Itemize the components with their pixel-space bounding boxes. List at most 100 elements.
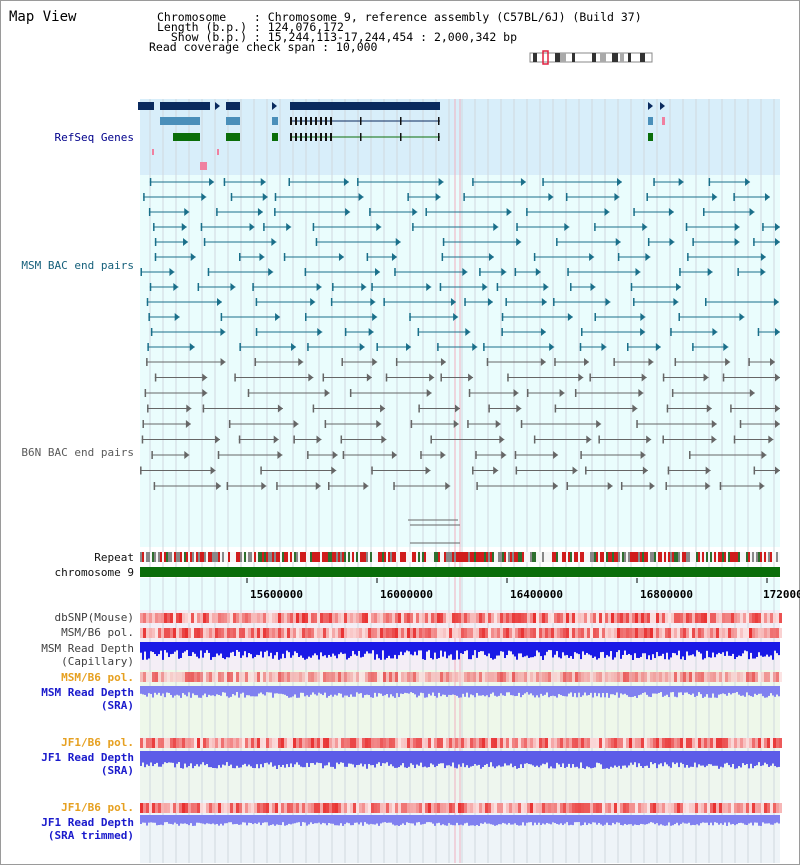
polymorphism-cell: [611, 613, 614, 623]
bac-end: [590, 283, 596, 291]
repeat-block: [740, 552, 742, 562]
read-depth-bar: [718, 642, 720, 653]
polymorphism-cell: [470, 803, 473, 813]
read-depth-bar: [646, 686, 648, 695]
polymorphism-cell: [629, 738, 632, 748]
polymorphism-cell: [179, 613, 182, 623]
repeat-block: [338, 552, 340, 562]
polymorphism-cell: [503, 613, 506, 623]
read-depth-bar: [238, 751, 240, 768]
polymorphism-cell: [590, 613, 593, 623]
polymorphism-cell: [503, 803, 506, 813]
read-depth-bar: [500, 642, 502, 652]
bac-end: [589, 373, 591, 382]
polymorphism-cell: [287, 738, 290, 748]
read-depth-bar: [650, 815, 652, 823]
track-label-msm-bac[interactable]: MSM BAC end pairs: [21, 259, 134, 272]
read-depth-bar: [548, 642, 550, 651]
polymorphism-cell: [164, 613, 167, 623]
polymorphism-cell: [317, 803, 320, 813]
gene-arrow: [648, 102, 653, 110]
read-depth-bar: [372, 642, 374, 651]
polymorphism-cell: [623, 628, 626, 638]
read-depth-bar: [320, 686, 322, 694]
bac-end: [703, 373, 709, 382]
polymorphism-cell: [536, 738, 539, 748]
track-label-refseq[interactable]: RefSeq Genes: [54, 131, 134, 144]
bac-end: [274, 193, 277, 201]
read-depth-bar: [304, 686, 306, 697]
read-depth-bar: [296, 686, 298, 698]
read-depth-bar: [710, 686, 712, 698]
polymorphism-cell: [185, 628, 188, 638]
repeat-block: [274, 552, 276, 562]
repeat-block: [452, 552, 454, 562]
polymorphism-cell: [167, 613, 170, 623]
read-depth-bar: [546, 642, 548, 652]
bac-end: [578, 373, 584, 382]
repeat-block: [568, 552, 570, 562]
polymorphism-cell: [323, 803, 326, 813]
polymorphism-cell: [569, 628, 572, 638]
read-depth-bar: [502, 815, 504, 823]
repeat-block: [328, 552, 330, 562]
read-depth-bar: [762, 751, 764, 766]
polymorphism-cell: [218, 803, 221, 813]
read-depth-bar: [402, 815, 404, 824]
bac-end: [580, 451, 582, 459]
polymorphism-cell: [416, 672, 419, 682]
bac-end: [586, 435, 592, 444]
repeat-block: [370, 552, 372, 562]
read-depth-bar: [424, 686, 426, 698]
repeat-block: [340, 552, 342, 562]
bac-end: [202, 404, 205, 413]
bac-end: [540, 358, 546, 366]
read-depth-bar: [730, 642, 732, 656]
read-depth-bar: [452, 751, 454, 763]
read-depth-bar: [408, 815, 410, 823]
polymorphism-cell: [740, 738, 743, 748]
read-depth-bar: [768, 751, 770, 767]
read-depth-bar: [196, 815, 198, 823]
read-depth-bar: [522, 686, 524, 695]
polymorphism-cell: [731, 803, 734, 813]
polymorphism-cell: [320, 803, 323, 813]
polymorphism-cell: [173, 672, 176, 682]
polymorphism-cell: [455, 738, 458, 748]
polymorphism-cell: [677, 738, 680, 748]
read-depth-bar: [478, 686, 480, 696]
read-depth-bar: [200, 686, 202, 698]
read-depth-bar: [406, 642, 408, 651]
read-depth-bar: [530, 642, 532, 658]
read-depth-bar: [464, 815, 466, 824]
read-depth-bar: [280, 642, 282, 659]
read-depth-bar: [756, 751, 758, 766]
read-depth-bar: [350, 815, 352, 826]
read-depth-bar: [266, 642, 268, 651]
read-depth-bar: [578, 686, 580, 693]
read-depth-bar: [616, 751, 618, 768]
bac-end: [646, 435, 652, 444]
bac-end: [288, 178, 290, 186]
read-depth-bar: [372, 815, 374, 825]
read-depth-bar: [620, 642, 622, 659]
polymorphism-cell: [332, 628, 335, 638]
polymorphism-cell: [434, 803, 437, 813]
polymorphism-cell: [278, 613, 281, 623]
read-depth-bar: [758, 642, 760, 653]
polymorphism-cell: [629, 803, 632, 813]
read-depth-bar: [530, 686, 532, 694]
polymorphism-cell: [734, 803, 737, 813]
polymorphism-cell: [245, 738, 248, 748]
polymorphism-cell: [371, 613, 374, 623]
track-label-b6n-bac[interactable]: B6N BAC end pairs: [21, 446, 134, 459]
read-depth-bar: [436, 815, 438, 824]
polymorphism-cell: [398, 672, 401, 682]
repeat-block: [362, 552, 364, 562]
repeat-block: [142, 552, 144, 562]
read-depth-bar: [566, 686, 568, 697]
polymorphism-cell: [266, 738, 269, 748]
bac-end: [516, 404, 522, 413]
bac-end: [638, 389, 644, 397]
polymorphism-cell: [734, 628, 737, 638]
